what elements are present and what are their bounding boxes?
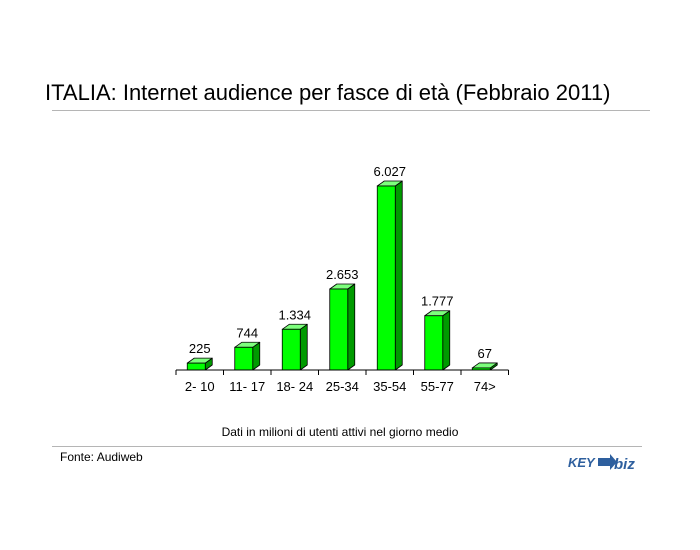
footer-divider: [52, 446, 642, 447]
bar-front: [424, 315, 444, 371]
source-note: Fonte: Audiweb: [60, 450, 143, 464]
key4biz-logo: KEY biz: [568, 454, 635, 473]
logo-arrow-icon: [598, 454, 617, 470]
bar-74: [471, 362, 498, 371]
bar-front: [329, 288, 349, 371]
bar-2-10: [186, 357, 213, 371]
x-ticks: [175, 370, 509, 375]
bar-25-34: [329, 283, 356, 371]
bar-side: [347, 283, 356, 371]
logo-biz-text: biz: [614, 456, 635, 473]
bar-front: [281, 328, 301, 371]
value-label: 1.334: [278, 307, 311, 322]
value-labels: 225 744 1.334 2.653 6.027 1.777 67: [189, 164, 492, 361]
bars-group: [186, 180, 498, 371]
bar-side: [394, 180, 403, 371]
category-label: 25-34: [326, 379, 359, 394]
bar-11-17: [234, 341, 261, 371]
value-label: 2.653: [326, 267, 359, 282]
bar-side: [299, 323, 308, 371]
value-label: 225: [189, 341, 211, 356]
chart-title: ITALIA: Internet audience per fasce di e…: [45, 80, 611, 105]
value-label: 744: [236, 325, 258, 340]
value-label: 67: [478, 346, 492, 361]
logo-mark: KEY biz: [568, 454, 635, 473]
bar-front: [376, 185, 396, 371]
bar-front: [234, 346, 254, 371]
category-label: 11- 17: [229, 379, 265, 394]
chart-subtitle: Dati in milioni di utenti attivi nel gio…: [221, 425, 459, 439]
category-labels: 2- 10 11- 17 18- 24 25-34 35-54 55-77 74>: [185, 379, 496, 394]
bar-55-77: [424, 310, 451, 371]
category-label: 55-77: [421, 379, 454, 394]
value-label: 6.027: [373, 164, 406, 179]
bar-side: [442, 310, 451, 371]
bar-35-54: [376, 180, 403, 371]
title-divider: [52, 110, 650, 111]
category-label: 18- 24: [276, 379, 313, 394]
logo-key-text: KEY: [568, 455, 596, 470]
category-label: 2- 10: [185, 379, 215, 394]
category-label: 74>: [474, 379, 496, 394]
category-label: 35-54: [373, 379, 406, 394]
bar-front: [186, 362, 206, 371]
bar-18-24: [281, 323, 308, 371]
value-label: 1.777: [421, 294, 454, 309]
